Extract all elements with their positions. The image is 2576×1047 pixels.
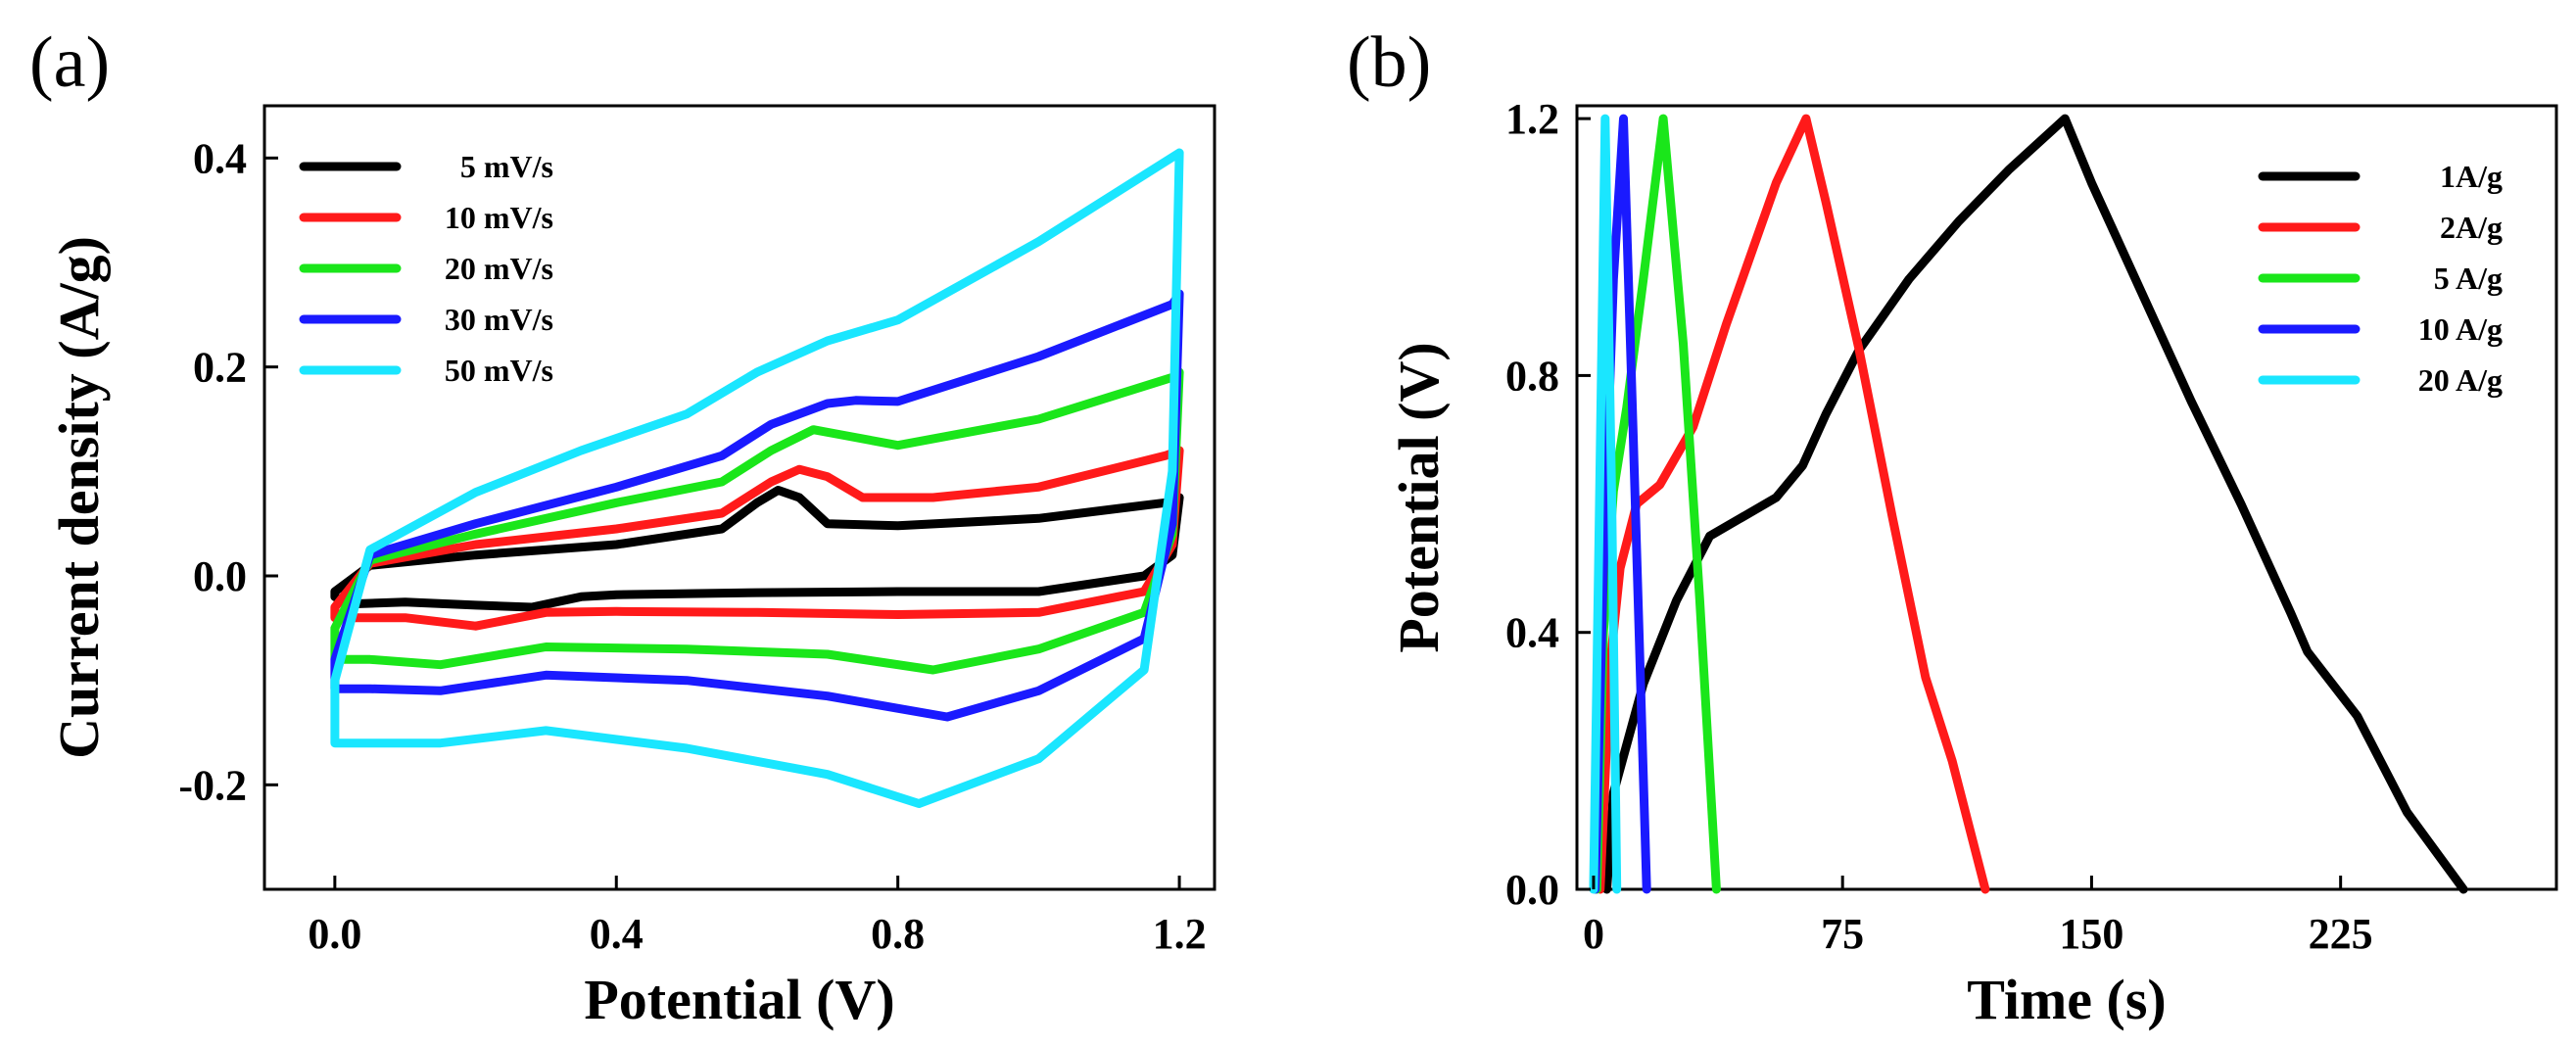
panel-a-cv-chart: (a) 0.0 0.4 0.8 1.2 -0.2 0.0 0.2 0.4 5 mV/s 10 m… [29, 23, 1216, 1031]
panel-b-x-axis-title: Time (s) [1967, 968, 2167, 1031]
b-x-tick-label: 150 [2059, 910, 2123, 958]
b-y-tick-label: 0.0 [1505, 866, 1559, 914]
b-series-line-1a-g [1602, 114, 2468, 894]
panel-b-y-axis-title: Potential (V) [1387, 342, 1451, 652]
a-x-tick-label: 1.2 [1153, 910, 1207, 958]
panel-a-legend: 5 mV/s 10 mV/s 20 mV/s 30 mV/s 50 mV/s [299, 149, 553, 388]
b-legend-label: 2A/g [2440, 210, 2503, 245]
b-series-line-10-a-g [1591, 114, 1651, 894]
a-legend-label: 5 mV/s [460, 149, 553, 184]
a-legend-label: 20 mV/s [445, 251, 553, 286]
a-y-tick-label: -0.2 [178, 761, 247, 809]
a-y-tick-label: 0.0 [193, 552, 247, 600]
b-y-tick-label: 0.8 [1505, 352, 1559, 400]
panel-a-series-group [330, 148, 1184, 808]
b-y-tick-label: 0.4 [1505, 609, 1559, 657]
panel-a-plot-frame [262, 104, 1216, 891]
b-legend-label: 1A/g [2440, 159, 2503, 194]
b-legend-label: 20 A/g [2418, 362, 2503, 398]
b-x-tick-label: 75 [1821, 910, 1864, 958]
b-y-tick-label: 1.2 [1505, 95, 1559, 143]
panel-b-label: (b) [1347, 23, 1431, 103]
panel-a-y-axis-title: Current density (A/g) [47, 236, 111, 759]
panel-b-legend: 1A/g 2A/g 5 A/g 10 A/g 20 A/g [2258, 159, 2503, 398]
panel-a-x-axis-title: Potential (V) [584, 968, 894, 1031]
a-legend-label: 50 mV/s [445, 353, 553, 388]
panel-b-ticks: 0 75 150 225 0.0 0.4 0.8 1.2 [1505, 95, 2373, 958]
panel-b-plot-frame [1575, 104, 2558, 891]
panel-a-ticks: 0.0 0.4 0.8 1.2 -0.2 0.0 0.2 0.4 [178, 134, 1206, 958]
a-x-tick-label: 0.0 [308, 910, 361, 958]
b-series-line-2a-g [1596, 114, 1990, 894]
a-x-tick-label: 0.8 [871, 910, 925, 958]
b-x-tick-label: 225 [2309, 910, 2373, 958]
b-legend-label: 10 A/g [2418, 311, 2503, 347]
panel-b-series-group [1589, 114, 2468, 894]
b-legend-label: 5 A/g [2434, 261, 2503, 296]
a-series-line-50-mv-s [330, 148, 1184, 808]
a-x-tick-label: 0.4 [590, 910, 644, 958]
a-legend-label: 30 mV/s [445, 302, 553, 337]
panel-a-label: (a) [29, 23, 110, 103]
a-legend-label: 10 mV/s [445, 200, 553, 235]
b-series-line-20-a-g [1589, 114, 1622, 894]
b-x-tick-label: 0 [1583, 910, 1604, 958]
a-y-tick-label: 0.2 [193, 344, 247, 392]
a-y-tick-label: 0.4 [193, 134, 247, 182]
